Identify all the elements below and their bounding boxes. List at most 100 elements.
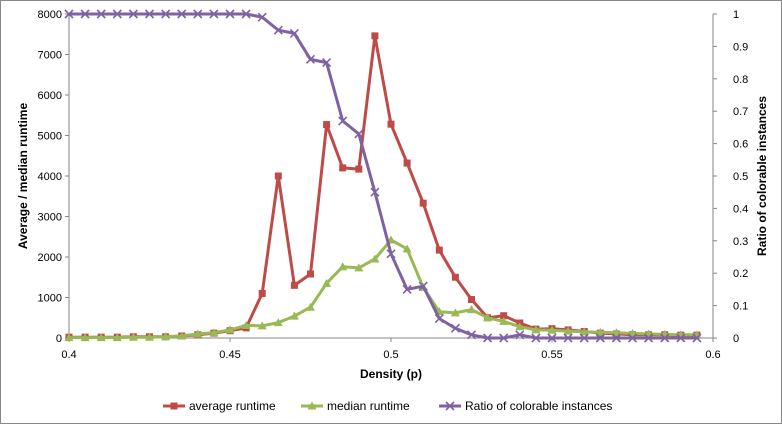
data-point — [80, 9, 90, 19]
data-point — [660, 333, 670, 343]
legend-item: average runtime — [163, 399, 276, 413]
y-right-tick-label: 0.1 — [733, 301, 748, 313]
x-tick-label: 0.45 — [219, 349, 240, 361]
data-point — [145, 332, 154, 341]
y-left-tick-label: 3000 — [38, 212, 62, 224]
legend-item: Ratio of colorable instances — [439, 399, 612, 413]
data-point — [96, 9, 106, 19]
data-point — [692, 333, 702, 343]
data-point — [323, 121, 331, 129]
data-point — [402, 244, 412, 253]
data-point — [644, 333, 654, 343]
data-point — [354, 263, 364, 272]
data-point — [128, 9, 138, 19]
data-point — [419, 199, 427, 207]
data-point — [258, 289, 266, 297]
x-tick-label: 0.55 — [541, 349, 562, 361]
series-line — [69, 238, 697, 340]
y-axis-right-title: Ratio of colorable instances — [755, 96, 769, 256]
legend-marker — [445, 401, 455, 411]
y-left-tick-label: 8000 — [38, 9, 62, 21]
data-point — [531, 325, 541, 334]
series-layer — [64, 9, 702, 343]
data-point — [466, 330, 477, 340]
data-point — [307, 270, 314, 278]
y-left-tick-label: 1000 — [38, 293, 62, 305]
data-point — [112, 9, 122, 19]
data-point — [515, 330, 525, 340]
x-tick-label: 0.5 — [383, 349, 398, 361]
data-point — [290, 281, 298, 289]
legend-label: Ratio of colorable instances — [465, 399, 612, 413]
data-point — [370, 254, 380, 263]
y-right-tick-label: 0.3 — [733, 236, 748, 248]
data-point — [611, 328, 621, 337]
data-point — [273, 25, 283, 35]
y-left-tick-label: 7000 — [38, 50, 62, 62]
x-tick-label: 0.4 — [61, 349, 76, 361]
data-point — [322, 58, 332, 68]
y-right-tick-label: 1 — [733, 9, 739, 21]
data-point — [451, 273, 459, 281]
axes: 0 1000 2000 3000 4000 5000 6000 7000 8000 0 0.1 0.2… — [38, 9, 749, 361]
data-point — [547, 333, 557, 343]
data-point — [371, 32, 379, 40]
legend-label: average runtime — [189, 399, 276, 413]
data-point — [483, 333, 493, 343]
legend: average runtime median runtime Ratio of co… — [163, 399, 612, 413]
data-point — [676, 333, 686, 343]
y-right-tick-label: 0.7 — [733, 106, 748, 118]
legend-label: median runtime — [327, 399, 410, 413]
data-point — [338, 116, 348, 126]
data-point — [257, 12, 267, 22]
data-point — [209, 328, 219, 337]
y-left-tick-label: 5000 — [38, 131, 62, 143]
data-point — [418, 281, 428, 291]
data-point — [177, 331, 187, 340]
data-point — [468, 296, 475, 304]
data-point — [338, 262, 348, 271]
data-point — [483, 313, 493, 322]
data-point — [370, 187, 380, 197]
y-left-tick-label: 4000 — [38, 171, 62, 183]
y-left-tick-label: 6000 — [38, 90, 62, 102]
data-point — [450, 323, 460, 333]
y-right-tick-label: 0.9 — [733, 41, 748, 53]
data-point — [499, 333, 509, 343]
data-point — [64, 9, 74, 19]
data-point — [611, 333, 621, 343]
y-right-tick-label: 0 — [733, 333, 739, 345]
data-point — [257, 321, 267, 330]
y-right-tick-label: 0.4 — [733, 203, 748, 215]
data-point — [450, 308, 460, 317]
legend-marker — [170, 402, 178, 410]
data-point — [273, 318, 283, 327]
data-point — [161, 9, 171, 19]
y-right-tick-label: 0.6 — [733, 139, 748, 151]
data-point — [161, 332, 171, 341]
data-point — [241, 320, 251, 329]
x-axis-title: Density (p) — [360, 367, 422, 381]
data-point — [467, 305, 476, 314]
data-point — [177, 9, 187, 19]
data-point — [627, 333, 638, 343]
data-point — [403, 159, 411, 167]
y-axis-left-title: Average / median runtime — [16, 103, 30, 250]
y-left-tick-label: 0 — [56, 333, 62, 345]
data-point — [322, 278, 332, 287]
y-right-tick-label: 0.2 — [733, 268, 748, 280]
data-point — [355, 165, 363, 173]
x-tick-label: 0.6 — [705, 349, 720, 361]
data-point — [225, 325, 235, 334]
data-point — [193, 9, 203, 19]
data-point — [289, 311, 299, 320]
data-point — [305, 54, 316, 64]
data-point — [500, 312, 508, 320]
data-point — [387, 120, 395, 128]
data-point — [563, 326, 573, 335]
data-point — [112, 333, 122, 342]
y-left-tick-label: 2000 — [38, 252, 62, 264]
